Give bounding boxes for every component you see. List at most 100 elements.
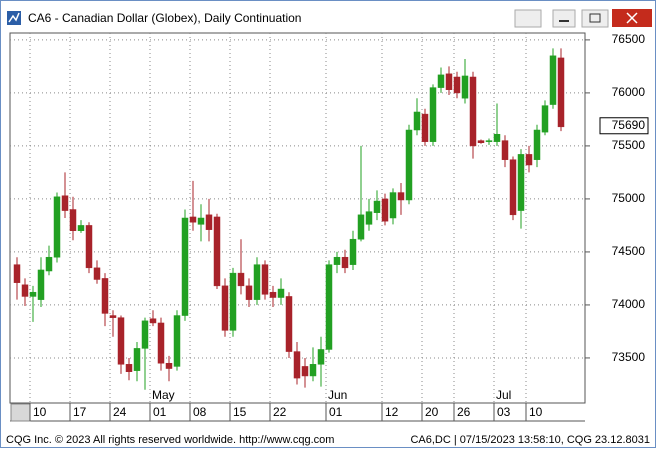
- x-tick-label: 22: [273, 405, 287, 419]
- candle-body: [285, 296, 293, 352]
- candle-body: [437, 74, 445, 88]
- app-icon-glyph: [8, 12, 20, 23]
- candle-body: [461, 75, 469, 99]
- candle-body: [45, 256, 53, 272]
- candle-body: [157, 322, 165, 364]
- candle-body: [341, 256, 349, 269]
- x-tick-label: 01: [153, 405, 167, 419]
- x-tick-label: 10: [529, 405, 543, 419]
- month-label: Jun: [328, 388, 347, 402]
- candle-body: [85, 225, 93, 269]
- last-price-box: [599, 117, 649, 135]
- candle-body: [117, 317, 125, 365]
- candle-body: [13, 264, 21, 283]
- candle-body: [149, 318, 157, 324]
- y-tick-label: 76000: [612, 85, 646, 99]
- candle-body: [429, 87, 437, 142]
- candle-body: [445, 73, 453, 90]
- candle-body: [269, 291, 277, 298]
- candle-body: [245, 285, 253, 300]
- scroll-box[interactable]: [10, 403, 31, 422]
- candle-body: [349, 238, 357, 265]
- candle-body: [37, 269, 45, 300]
- candle-body: [549, 55, 557, 105]
- candle-body: [21, 284, 29, 297]
- candle-body: [477, 140, 485, 143]
- candle-body: [261, 264, 269, 295]
- x-tick-label: 01: [329, 405, 343, 419]
- candle-body: [493, 133, 501, 142]
- x-tick-label: 20: [425, 405, 439, 419]
- x-tick-label: 26: [457, 405, 471, 419]
- candle-body: [125, 364, 133, 372]
- candle-body: [237, 272, 245, 287]
- candle-body: [365, 211, 373, 225]
- x-tick-label: 12: [385, 405, 399, 419]
- y-tick-label: 73500: [612, 350, 646, 364]
- candle-body: [317, 349, 325, 365]
- candle-body: [453, 76, 461, 94]
- candle-body: [501, 140, 509, 160]
- candle-body: [197, 217, 205, 225]
- link-button[interactable]: [514, 9, 542, 28]
- candle-body: [221, 285, 229, 331]
- candle-body: [189, 216, 197, 223]
- candle-body: [485, 140, 493, 142]
- candle-body: [253, 264, 261, 300]
- candle-body: [413, 111, 421, 131]
- candle-body: [381, 198, 389, 222]
- candle-body: [517, 154, 525, 211]
- candle-body: [141, 320, 149, 349]
- month-label: Jul: [496, 388, 511, 402]
- candle-body: [165, 362, 173, 369]
- candle-body: [525, 154, 533, 166]
- candle-body: [173, 315, 181, 367]
- footer-left: CQG Inc. © 2023 All rights reserved worl…: [6, 434, 334, 446]
- y-tick-label: 74500: [612, 244, 646, 258]
- candle-body: [405, 129, 413, 201]
- candle-body: [181, 217, 189, 316]
- close-glyph: [626, 12, 638, 24]
- candle-body: [109, 315, 117, 318]
- x-tick-label: 08: [193, 405, 207, 419]
- candle-body: [469, 76, 477, 147]
- candle-body: [373, 200, 381, 213]
- candle-body: [61, 195, 69, 211]
- candle-body: [357, 214, 365, 240]
- candle-body: [421, 113, 429, 142]
- y-tick-label: 74000: [612, 297, 646, 311]
- y-tick-label: 76500: [612, 32, 646, 46]
- candle-body: [229, 272, 237, 331]
- plot: 73500 74000 74500 75000 75500 76000 76500 10 17 2…: [10, 32, 649, 421]
- candle-body: [541, 105, 549, 133]
- candle-body: [53, 196, 61, 258]
- y-tick-label: 75000: [612, 191, 646, 205]
- candle-body: [29, 291, 37, 297]
- x-tick-label: 24: [113, 405, 127, 419]
- x-tick-label: 15: [233, 405, 247, 419]
- candle-body: [77, 225, 85, 231]
- candle-body: [397, 192, 405, 201]
- maximize-button[interactable]: [581, 9, 609, 28]
- candle-body: [533, 129, 541, 160]
- candle-body: [293, 351, 301, 379]
- candle-body: [93, 267, 101, 280]
- plot-area: [9, 32, 586, 404]
- candle-body: [277, 288, 285, 298]
- candle-body: [101, 278, 109, 314]
- candle-body: [133, 348, 141, 371]
- last-price-label: 75690: [612, 118, 646, 132]
- candle-body: [309, 364, 317, 377]
- candle-body: [213, 216, 221, 287]
- footer-right: CA6,DC | 07/15/2023 13:58:10, CQG 23.12.…: [410, 434, 650, 446]
- window-title: CA6 - Canadian Dollar (Globex), Daily Co…: [28, 11, 301, 25]
- candle-body: [333, 256, 341, 265]
- minimize-button[interactable]: [552, 9, 576, 28]
- candle-body: [325, 264, 333, 350]
- candle-body: [509, 159, 517, 216]
- candle-body: [389, 192, 397, 219]
- y-tick-label: 75500: [612, 138, 646, 152]
- candle-body: [557, 57, 565, 128]
- candle-body: [69, 209, 77, 231]
